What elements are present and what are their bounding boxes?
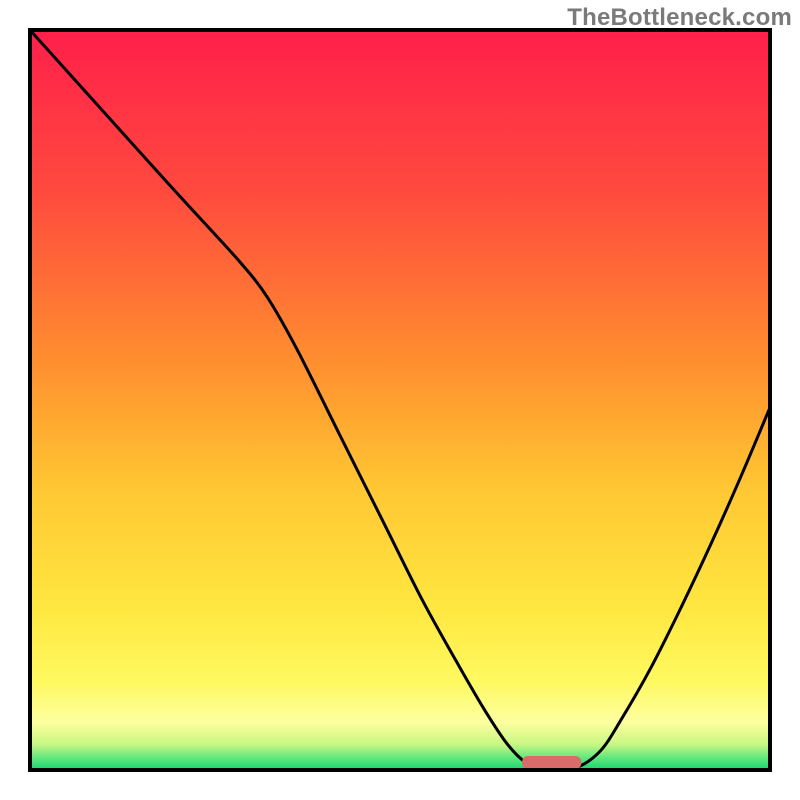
- plot-background: [30, 30, 770, 770]
- bottleneck-chart: [0, 0, 800, 800]
- figure-frame: TheBottleneck.com: [0, 0, 800, 800]
- optimal-range-marker: [522, 756, 581, 769]
- watermark-text: TheBottleneck.com: [567, 4, 792, 32]
